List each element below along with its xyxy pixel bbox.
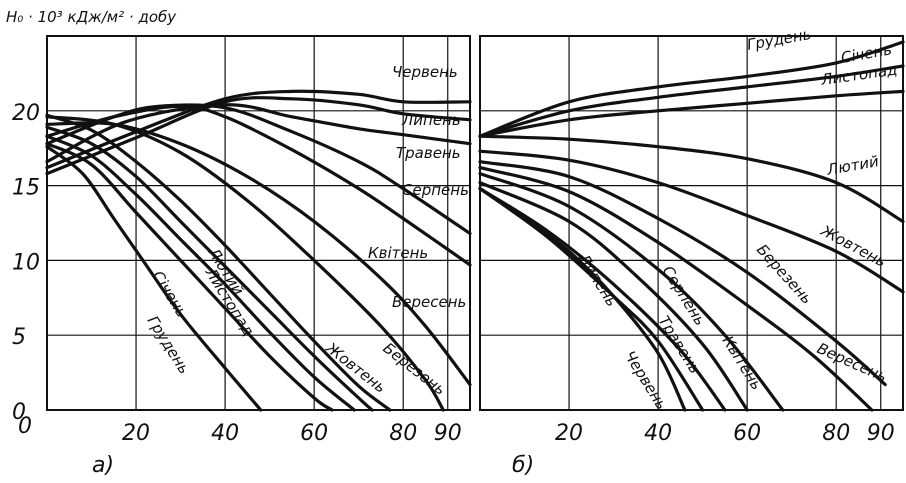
x-tick-label-a: 90 [434, 421, 462, 446]
y-tick-label: 0 [12, 400, 26, 425]
curve-label-a-3: Травень [396, 144, 461, 162]
panel-label-a: а) [92, 453, 114, 478]
curve-label-b-4: Лютий [825, 152, 881, 179]
y-tick-label: 15 [12, 176, 40, 201]
x-tick-label-a: 40 [211, 421, 239, 446]
curve-label-a-1: Червень [392, 63, 458, 81]
chart-panel-a: 20 40 60 80 90 0 5 10 15 20 Червень Липень Травень Се… [12, 35, 472, 478]
curve-a-10 [45, 134, 356, 412]
x-tick-label-a: 80 [389, 421, 417, 446]
curve-label-b-6: Березень [753, 241, 816, 308]
curve-b-4 [478, 134, 905, 224]
curve-b-12 [478, 187, 687, 412]
x-tick-label-b: 90 [867, 421, 895, 446]
curve-b-3 [478, 89, 905, 138]
y-tick-label: 10 [12, 250, 40, 275]
curve-b-8 [478, 172, 785, 412]
plot-frame-a [46, 35, 471, 411]
x-tick-label-b: 40 [644, 421, 672, 446]
curve-b-9 [478, 181, 749, 412]
curve-label-a-2: Липень [401, 111, 461, 129]
x-tick-label-b: 60 [733, 421, 761, 446]
y-tick-label: 5 [12, 325, 26, 350]
curve-label-a-6: Вересень [392, 293, 466, 311]
curve-b-5 [478, 149, 905, 294]
curve-label-b-8: Квітень [719, 333, 766, 394]
x-tick-label-a: 60 [300, 421, 328, 446]
curve-a-5 [45, 104, 472, 267]
curve-label-a-5: Квітень [368, 244, 428, 262]
x-tick-label-b: 20 [555, 421, 583, 446]
curve-a-11 [45, 142, 334, 412]
curve-label-a-4: Серпень [402, 181, 469, 199]
curve-a-2 [45, 96, 472, 176]
x-origin-label: 0 [18, 414, 32, 439]
curve-b-10 [478, 187, 727, 412]
curve-label-b-1: Грудень [746, 25, 813, 54]
y-tick-label: 20 [12, 101, 40, 126]
curve-b-2 [478, 64, 905, 138]
curve-b-7 [478, 166, 874, 412]
y-axis-title: H₀ · 10³ кДж/м² · добу [6, 8, 177, 26]
curve-b-6 [478, 160, 887, 387]
curve-label-a-7: Березень [380, 339, 449, 399]
curve-label-b-12: Червень [621, 348, 671, 413]
curve-a-3 [45, 103, 472, 164]
curve-a-12 [45, 145, 263, 412]
curve-label-b-7: Вересень [814, 339, 889, 386]
x-tick-label-a: 20 [122, 421, 150, 446]
x-tick-label-b: 80 [822, 421, 850, 446]
curve-b-1 [478, 40, 905, 138]
curve-a-8 [45, 113, 392, 412]
curve-label-a-8: Жовтень [322, 338, 390, 396]
curve-a-7 [45, 115, 445, 412]
panel-label-b: б) [512, 453, 534, 478]
curve-a-9 [45, 125, 374, 412]
